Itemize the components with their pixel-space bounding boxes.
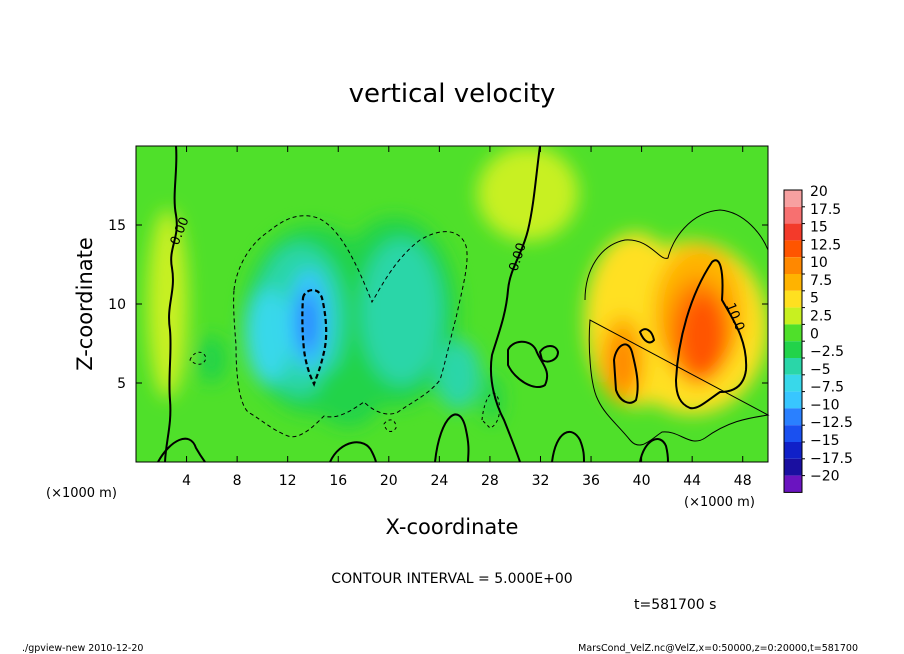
zero-contour-right — [489, 145, 541, 463]
colorbar-label: 10 — [810, 255, 828, 271]
colorbar-cell — [784, 257, 802, 274]
colorbar-cell — [784, 240, 802, 258]
field-blob — [690, 313, 719, 371]
field-blob — [196, 335, 228, 383]
x-tick-label: 36 — [582, 473, 600, 489]
chart-title: vertical velocity — [349, 79, 556, 109]
colorbar-label: −12.5 — [810, 415, 853, 431]
colorbar-label: −15 — [810, 433, 840, 449]
field-blob — [360, 239, 442, 385]
colorbar-cell — [784, 391, 802, 409]
colorbar-label: −5 — [810, 362, 831, 378]
y-tick-label: 5 — [117, 376, 126, 392]
x-unit-label: (×1000 m) — [684, 495, 755, 510]
minus10-contour — [301, 289, 328, 387]
x-tick-label: 40 — [633, 473, 651, 489]
plus10-contour — [674, 259, 748, 410]
colorbar-label: 7.5 — [810, 273, 832, 289]
contour-interval-note: CONTOUR INTERVAL = 5.000E+00 — [331, 571, 572, 587]
colorbar-label: 20 — [810, 184, 828, 200]
zero-contour-left — [164, 145, 178, 463]
x-tick-label: 48 — [734, 473, 752, 489]
zero-contour-loop — [434, 413, 470, 463]
field-blob — [482, 375, 503, 423]
field-blob — [435, 340, 482, 410]
colorbar-label: 5 — [810, 291, 819, 307]
colorbar-label: 2.5 — [810, 309, 832, 325]
x-tick-label: 16 — [329, 473, 347, 489]
plus10-contour — [638, 328, 656, 344]
zero-contour-loop — [639, 438, 669, 463]
field-blob — [315, 364, 382, 428]
colorbar-cell — [784, 223, 802, 241]
zero-contour-loop — [507, 340, 549, 388]
colorbar-label: 0 — [810, 326, 819, 342]
colorbar-cell — [784, 425, 802, 442]
field-blob — [245, 288, 292, 383]
footer-left: ./gpview-new 2010-12-20 — [22, 643, 143, 654]
colorbar-cell — [784, 458, 802, 476]
x-tick-label: 24 — [430, 473, 448, 489]
colorbar-label: 17.5 — [810, 202, 841, 218]
colorbar-cell — [784, 475, 802, 493]
colorbar-cell — [784, 341, 802, 358]
x-tick-label: 12 — [279, 473, 297, 489]
minus5-contour — [233, 215, 468, 438]
colorbar-cell — [784, 408, 802, 426]
y-axis: 5 10 15 — [108, 218, 768, 392]
zero-contour-loop — [329, 441, 377, 463]
contour-lines — [157, 145, 770, 463]
x-tick-label: 20 — [380, 473, 398, 489]
colorbar-cell — [784, 206, 802, 224]
minus5-contour — [189, 351, 207, 365]
colorbar-label: 15 — [810, 220, 828, 236]
colorbar-label: −20 — [810, 469, 840, 485]
x-tick-label: 44 — [683, 473, 701, 489]
y-tick-label: 10 — [108, 297, 126, 313]
zero-contour-loop — [551, 430, 585, 463]
colorbar-label: −10 — [810, 397, 840, 413]
colorbar-cell — [784, 290, 802, 308]
colorbar-cell — [784, 374, 802, 392]
colorbar-cell — [784, 358, 802, 375]
footer-right: MarsCond_VelZ.nc@VelZ,x=0:50000,z=0:2000… — [578, 643, 858, 654]
zero-contour-loop — [538, 345, 560, 363]
x-tick-label: 4 — [182, 473, 191, 489]
x-axis: 4 8 12 16 20 24 28 32 36 40 44 48 — [182, 146, 752, 489]
time-note: t=581700 s — [634, 597, 716, 613]
colorbar-label: −2.5 — [810, 344, 844, 360]
y-axis-title: Z-coordinate — [73, 237, 97, 371]
colorbar-label: −17.5 — [810, 451, 853, 467]
plus10-contour — [612, 343, 639, 404]
colorbar-label: 12.5 — [810, 237, 841, 253]
field-blob — [147, 209, 188, 399]
colorbar-cell — [784, 324, 802, 342]
x-axis-title: X-coordinate — [386, 515, 519, 539]
field-blob — [477, 146, 579, 241]
colorbar-cell — [784, 307, 802, 325]
y-tick-label: 15 — [108, 218, 126, 234]
x-tick-label: 32 — [532, 473, 550, 489]
field-blob — [297, 291, 319, 355]
colorbar-cell — [784, 190, 802, 207]
x-tick-label: 8 — [233, 473, 242, 489]
colorbar-cell — [784, 442, 802, 459]
field-blob — [608, 332, 637, 393]
z-unit-label: (×1000 m) — [46, 486, 117, 501]
x-tick-label: 28 — [481, 473, 499, 489]
colorbar-label: −7.5 — [810, 380, 844, 396]
plus5-contour — [584, 209, 770, 446]
zero-contour-loop — [157, 437, 206, 463]
minus5-contour — [481, 392, 501, 429]
colorbar-cell — [784, 274, 802, 291]
minus5-contour — [383, 419, 397, 432]
